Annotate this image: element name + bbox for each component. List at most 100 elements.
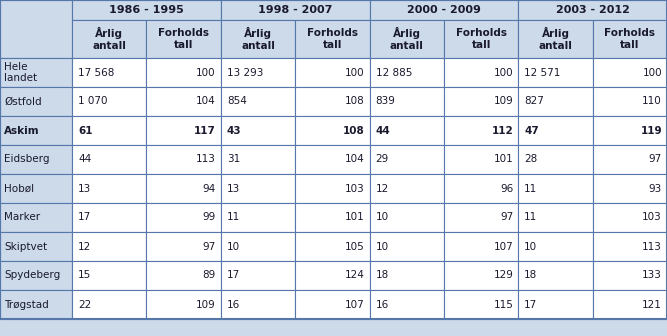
Bar: [370, 145, 444, 174]
Bar: [518, 232, 592, 261]
Bar: [295, 290, 370, 319]
Text: 115: 115: [494, 299, 513, 309]
Bar: [370, 20, 444, 58]
Bar: [146, 232, 221, 261]
Text: 103: 103: [642, 212, 662, 222]
Bar: [146, 20, 221, 58]
Text: 43: 43: [227, 126, 241, 135]
Text: 97: 97: [500, 212, 513, 222]
Bar: [592, 174, 667, 203]
Text: 108: 108: [345, 96, 364, 107]
Bar: [221, 20, 295, 58]
Bar: [295, 145, 370, 174]
Text: 29: 29: [376, 155, 389, 165]
Bar: [72, 116, 146, 145]
Text: 109: 109: [494, 96, 513, 107]
Text: Forholds
tall: Forholds tall: [456, 28, 506, 50]
Bar: [221, 232, 295, 261]
Bar: [221, 174, 295, 203]
Bar: [0, 174, 72, 203]
Bar: [146, 261, 221, 290]
Text: 827: 827: [524, 96, 544, 107]
Bar: [0, 290, 72, 319]
Bar: [72, 174, 146, 203]
Bar: [221, 203, 295, 232]
Text: 119: 119: [640, 126, 662, 135]
Text: 17: 17: [524, 299, 538, 309]
Text: 28: 28: [524, 155, 538, 165]
Text: 109: 109: [196, 299, 215, 309]
Text: 12: 12: [78, 242, 91, 252]
Text: 854: 854: [227, 96, 247, 107]
Bar: [72, 261, 146, 290]
Text: 47: 47: [524, 126, 539, 135]
Text: Årlig
antall: Årlig antall: [92, 27, 126, 51]
Text: Østfold: Østfold: [4, 96, 41, 107]
Text: 1998 - 2007: 1998 - 2007: [258, 5, 332, 15]
Text: 93: 93: [649, 183, 662, 194]
Bar: [592, 20, 667, 58]
Text: 2003 - 2012: 2003 - 2012: [556, 5, 630, 15]
Bar: [370, 203, 444, 232]
Text: Askim: Askim: [4, 126, 39, 135]
Bar: [0, 203, 72, 232]
Bar: [518, 290, 592, 319]
Bar: [72, 20, 146, 58]
Text: 113: 113: [642, 242, 662, 252]
Bar: [518, 174, 592, 203]
Text: 107: 107: [494, 242, 513, 252]
Bar: [370, 87, 444, 116]
Text: 103: 103: [345, 183, 364, 194]
Bar: [221, 290, 295, 319]
Bar: [592, 261, 667, 290]
Text: 124: 124: [345, 270, 364, 281]
Bar: [72, 203, 146, 232]
Text: 10: 10: [524, 242, 538, 252]
Bar: [221, 145, 295, 174]
Bar: [221, 87, 295, 116]
Bar: [444, 145, 518, 174]
Bar: [295, 116, 370, 145]
Text: 17: 17: [78, 212, 91, 222]
Text: 22: 22: [78, 299, 91, 309]
Text: 17: 17: [227, 270, 240, 281]
Text: 44: 44: [376, 126, 390, 135]
Bar: [370, 0, 518, 20]
Text: 89: 89: [203, 270, 215, 281]
Bar: [72, 145, 146, 174]
Text: 101: 101: [494, 155, 513, 165]
Bar: [518, 203, 592, 232]
Text: 100: 100: [642, 68, 662, 78]
Bar: [221, 116, 295, 145]
Bar: [72, 290, 146, 319]
Text: 12 885: 12 885: [376, 68, 412, 78]
Bar: [370, 232, 444, 261]
Text: 10: 10: [376, 212, 389, 222]
Bar: [444, 261, 518, 290]
Text: 11: 11: [524, 183, 538, 194]
Bar: [370, 261, 444, 290]
Bar: [221, 58, 295, 87]
Text: Hobøl: Hobøl: [4, 183, 34, 194]
Text: 10: 10: [376, 242, 389, 252]
Bar: [72, 232, 146, 261]
Bar: [444, 58, 518, 87]
Bar: [0, 145, 72, 174]
Bar: [146, 87, 221, 116]
Text: 100: 100: [345, 68, 364, 78]
Bar: [444, 290, 518, 319]
Text: 117: 117: [194, 126, 215, 135]
Text: 10: 10: [227, 242, 240, 252]
Bar: [444, 116, 518, 145]
Text: 2000 - 2009: 2000 - 2009: [407, 5, 481, 15]
Text: Forholds
tall: Forholds tall: [307, 28, 358, 50]
Text: 13: 13: [78, 183, 91, 194]
Text: 133: 133: [642, 270, 662, 281]
Text: 97: 97: [203, 242, 215, 252]
Text: 100: 100: [196, 68, 215, 78]
Text: 11: 11: [524, 212, 538, 222]
Bar: [72, 0, 221, 20]
Bar: [295, 232, 370, 261]
Bar: [146, 290, 221, 319]
Text: 13: 13: [227, 183, 240, 194]
